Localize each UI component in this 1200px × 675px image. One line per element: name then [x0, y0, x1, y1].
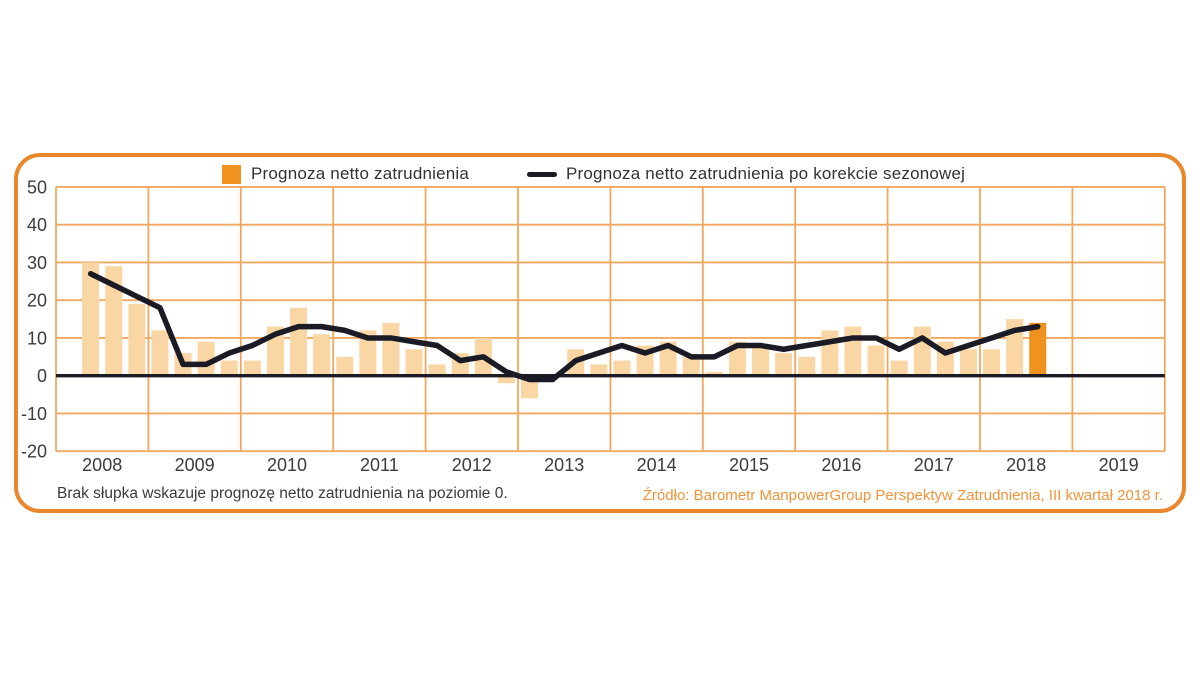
line-swatch-icon — [527, 171, 557, 177]
bar-Q3-2016 — [844, 326, 862, 376]
source-note: Źródło: Barometr ManpowerGroup Perspekty… — [642, 487, 1163, 504]
bar-Q4-2013 — [590, 364, 608, 376]
x-tick-2019: 2019 — [1099, 455, 1139, 475]
bar-Q3-2009 — [197, 341, 215, 376]
x-tick-2009: 2009 — [175, 455, 215, 475]
y-tick-50: 50 — [27, 177, 47, 197]
bar-Q3-2015 — [752, 345, 770, 376]
bar-Q2-2017 — [913, 326, 931, 376]
legend-item-bar: Prognoza netto zatrudnienia — [222, 161, 469, 187]
bar-Q4-2008 — [128, 303, 146, 376]
bar-Q1-2015 — [705, 371, 723, 376]
y-tick-30: 30 — [27, 253, 47, 273]
chart-legend: Prognoza netto zatrudnienia Prognoza net… — [0, 161, 1200, 187]
y-tick-20: 20 — [27, 291, 47, 311]
x-tick-2018: 2018 — [1006, 455, 1046, 475]
bar-Q4-2016 — [867, 345, 885, 376]
chart-frame — [14, 153, 1186, 513]
bar-swatch-icon — [222, 164, 241, 184]
legend-bar-label: Prognoza netto zatrudnienia — [251, 164, 470, 183]
legend-item-line: Prognoza netto zatrudnienia po korekcie … — [527, 161, 965, 187]
bar-Q1-2017 — [890, 360, 908, 376]
bar-Q4-2014 — [682, 356, 700, 376]
bar-Q3-2010 — [290, 307, 308, 376]
x-tick-2015: 2015 — [729, 455, 769, 475]
x-tick-2014: 2014 — [637, 455, 677, 475]
bar-Q4-2010 — [313, 334, 331, 376]
y-tick-40: 40 — [27, 215, 47, 235]
bar-Q1-2009 — [151, 330, 169, 376]
x-tick-2011: 2011 — [360, 455, 399, 475]
footnote: Brak słupka wskazuje prognozę netto zatr… — [57, 485, 508, 502]
bar-Q4-2009 — [220, 360, 238, 376]
bar-Q4-2015 — [775, 353, 793, 376]
bar-Q2-2011 — [359, 330, 377, 376]
x-tick-2017: 2017 — [914, 455, 954, 475]
y-tick-10: 10 — [27, 328, 47, 348]
x-tick-2013: 2013 — [544, 455, 584, 475]
bar-Q3-2011 — [382, 322, 400, 376]
bar-Q1-2011 — [336, 356, 354, 376]
bar-Q1-2010 — [243, 360, 261, 376]
x-tick-2008: 2008 — [82, 455, 122, 475]
bar-Q1-2016 — [798, 356, 816, 376]
bar-Q4-2012 — [497, 375, 515, 384]
bar-Q1-2014 — [613, 360, 631, 376]
bar-Q2-2008 — [82, 262, 100, 376]
y-tick-0: 0 — [37, 366, 47, 386]
bar-Q3-2008 — [105, 266, 123, 376]
x-tick-2012: 2012 — [452, 455, 492, 475]
bar-Q3-2018 — [1029, 322, 1047, 376]
bar-Q4-2011 — [405, 349, 423, 376]
x-tick-2010: 2010 — [267, 455, 307, 475]
bar-Q4-2017 — [959, 349, 977, 376]
legend-line-label: Prognoza netto zatrudnienia po korekcie … — [566, 164, 966, 183]
bar-Q2-2016 — [821, 330, 839, 376]
bar-Q1-2018 — [983, 349, 1001, 376]
y-tick--10: -10 — [21, 404, 47, 424]
bar-Q1-2012 — [428, 364, 446, 376]
seasonally-adjusted-line — [87, 271, 1041, 383]
x-tick-2016: 2016 — [821, 455, 861, 475]
y-tick--20: -20 — [21, 442, 47, 462]
